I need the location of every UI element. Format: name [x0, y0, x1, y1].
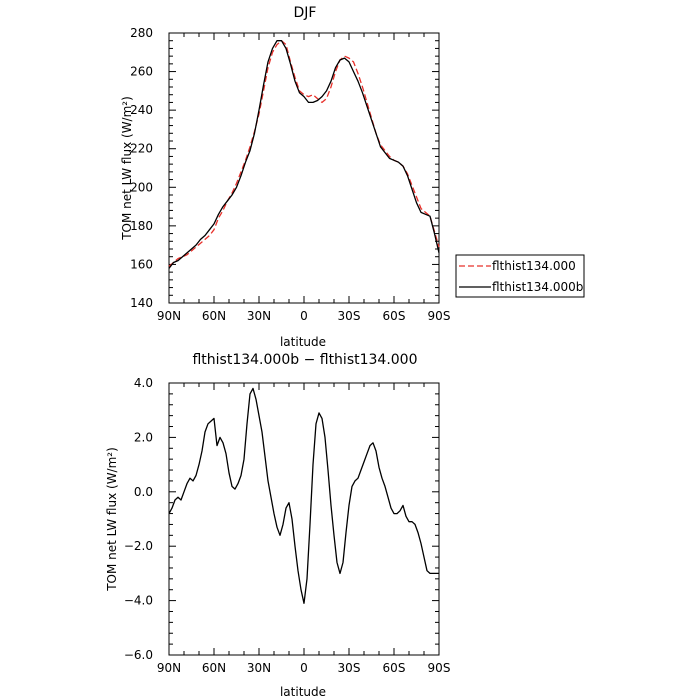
- top-axis-tick-labels: 90N 60N 30N 0 30S 60S 90S 140 160 180 200 220 240 260…: [130, 26, 450, 323]
- bottom-y-axis-label: TOM net LW flux (W/m²): [105, 447, 119, 592]
- legend-label-flthist134-000: flthist134.000: [492, 259, 576, 273]
- top-x-tick-label-60s: 60S: [383, 309, 406, 323]
- top-x-tick-label-90s: 90S: [428, 309, 451, 323]
- bottom-x-tick-label-0: 0: [300, 661, 308, 675]
- top-plot-frame: [168, 32, 440, 304]
- top-x-tick-label-30n: 30N: [247, 309, 271, 323]
- bottom-y-tick-label-2-0: 2.0: [134, 430, 153, 444]
- top-x-tick-label-30s: 30S: [338, 309, 361, 323]
- bottom-x-axis-label: latitude: [280, 685, 326, 699]
- top-y-axis-label: TOM net LW flux (W/m²): [120, 96, 134, 241]
- top-chart: DJF 90N 60N 30N 0 30S 60S 90S 140 160 180 200 220 24…: [120, 5, 585, 349]
- bottom-series-lines: [168, 387, 439, 604]
- bottom-chart: flthist134.000b − flthist134.000 90N 60N 3…: [105, 352, 450, 699]
- bottom-x-tick-label-30n: 30N: [247, 661, 271, 675]
- bottom-axis-ticks: [168, 382, 440, 656]
- bottom-y-tick-label-4-0: 4.0: [134, 376, 153, 390]
- top-chart-title: DJF: [294, 5, 317, 21]
- bottom-y-tick-label-6-0: −6.0: [124, 648, 153, 662]
- top-y-tick-label-240: 240: [130, 103, 153, 117]
- top-x-tick-label-0: 0: [300, 309, 308, 323]
- bottom-y-tick-label-2-0: −2.0: [124, 539, 153, 553]
- bottom-x-tick-label-90n: 90N: [157, 661, 181, 675]
- top-axis-ticks: [168, 32, 440, 304]
- bottom-chart-title: flthist134.000b − flthist134.000: [192, 352, 417, 368]
- top-x-tick-label-60n: 60N: [202, 309, 226, 323]
- bottom-axis-tick-labels: 90N 60N 30N 0 30S 60S 90S −6.0 −4.0 −2.0 0.0 2.0 4.0: [124, 376, 451, 675]
- top-x-tick-label-90n: 90N: [157, 309, 181, 323]
- top-y-tick-label-160: 160: [130, 257, 153, 271]
- top-series-line-flthist134-000b: [168, 40, 440, 269]
- bottom-x-tick-label-30s: 30S: [338, 661, 361, 675]
- bottom-plot-frame: [168, 382, 440, 656]
- top-y-tick-label-220: 220: [130, 142, 153, 156]
- legend: flthist134.000 flthist134.000b: [455, 254, 585, 298]
- top-y-tick-label-200: 200: [130, 180, 153, 194]
- top-series-line-flthist134-000: [168, 40, 440, 267]
- top-series-lines: [168, 40, 440, 269]
- bottom-series-line-0: [168, 387, 439, 604]
- bottom-y-tick-label-0-0: 0.0: [134, 485, 153, 499]
- bottom-y-tick-label-4-0: −4.0: [124, 594, 153, 608]
- legend-label-flthist134-000b: flthist134.000b: [492, 280, 583, 294]
- top-y-tick-label-260: 260: [130, 65, 153, 79]
- bottom-x-tick-label-90s: 90S: [428, 661, 451, 675]
- top-x-axis-label: latitude: [280, 335, 326, 349]
- top-y-tick-label-140: 140: [130, 296, 153, 310]
- top-y-tick-label-180: 180: [130, 219, 153, 233]
- bottom-x-tick-label-60s: 60S: [383, 661, 406, 675]
- legend-box: [455, 254, 585, 298]
- top-y-tick-label-280: 280: [130, 26, 153, 40]
- bottom-x-tick-label-60n: 60N: [202, 661, 226, 675]
